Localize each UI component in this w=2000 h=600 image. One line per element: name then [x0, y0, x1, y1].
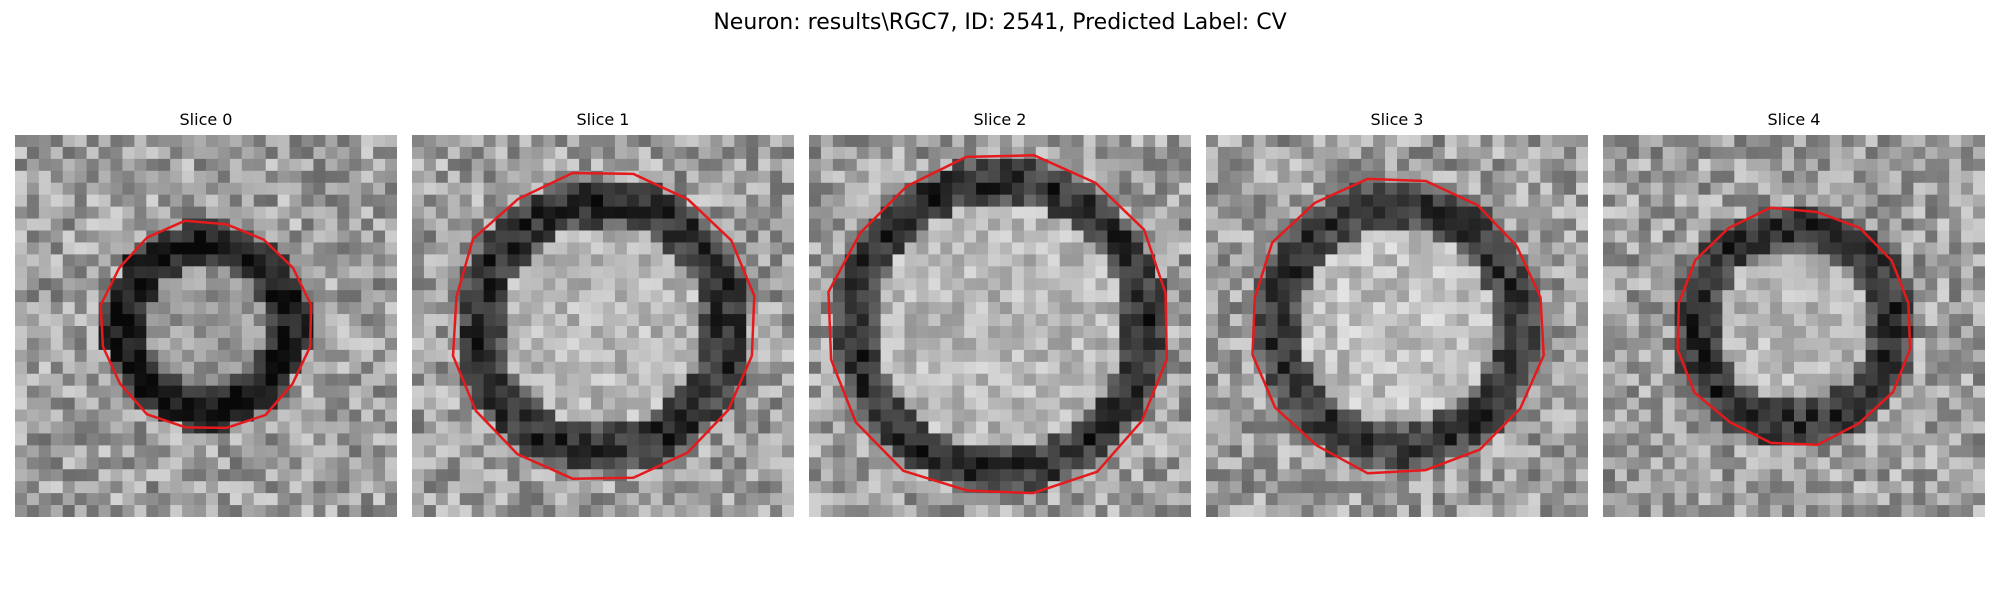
slice-panel-3: Slice 3: [1206, 110, 1588, 517]
segmentation-contour: [1251, 177, 1545, 475]
slice-image: [809, 135, 1191, 517]
slice-title: Slice 1: [576, 110, 630, 129]
segmentation-contour: [1676, 206, 1912, 447]
slice-image: [1206, 135, 1588, 517]
slice-title: Slice 2: [973, 110, 1027, 129]
slice-panel-4: Slice 4: [1603, 110, 1985, 517]
slice-title: Slice 3: [1370, 110, 1424, 129]
slice-image: [1603, 135, 1985, 517]
slice-image: [15, 135, 397, 517]
segmentation-contour: [451, 171, 756, 480]
segmentation-contour: [827, 154, 1169, 495]
slice-panel-0: Slice 0: [15, 110, 397, 517]
slice-image: [412, 135, 794, 517]
slice-title: Slice 0: [179, 110, 233, 129]
slice-title: Slice 4: [1767, 110, 1821, 129]
slice-panel-1: Slice 1: [412, 110, 794, 517]
slice-panel-2: Slice 2: [809, 110, 1191, 517]
segmentation-contour: [99, 219, 313, 430]
figure-title: Neuron: results\RGC7, ID: 2541, Predicte…: [713, 10, 1287, 35]
